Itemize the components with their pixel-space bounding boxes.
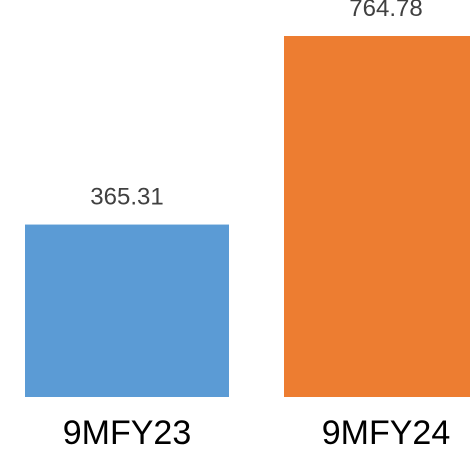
value-labels-layer: 365.31 764.78	[90, 0, 422, 211]
category-labels-layer: 9MFY23 9MFY24	[63, 414, 451, 450]
bar-9mfy23	[25, 224, 229, 397]
category-label-9mfy23: 9MFY23	[63, 414, 192, 450]
value-label-9mfy24: 764.78	[349, 0, 422, 22]
category-label-9mfy24: 9MFY24	[322, 414, 451, 450]
value-label-9mfy23: 365.31	[90, 184, 163, 211]
bars-layer	[25, 36, 470, 397]
bar-9mfy24	[284, 36, 470, 397]
